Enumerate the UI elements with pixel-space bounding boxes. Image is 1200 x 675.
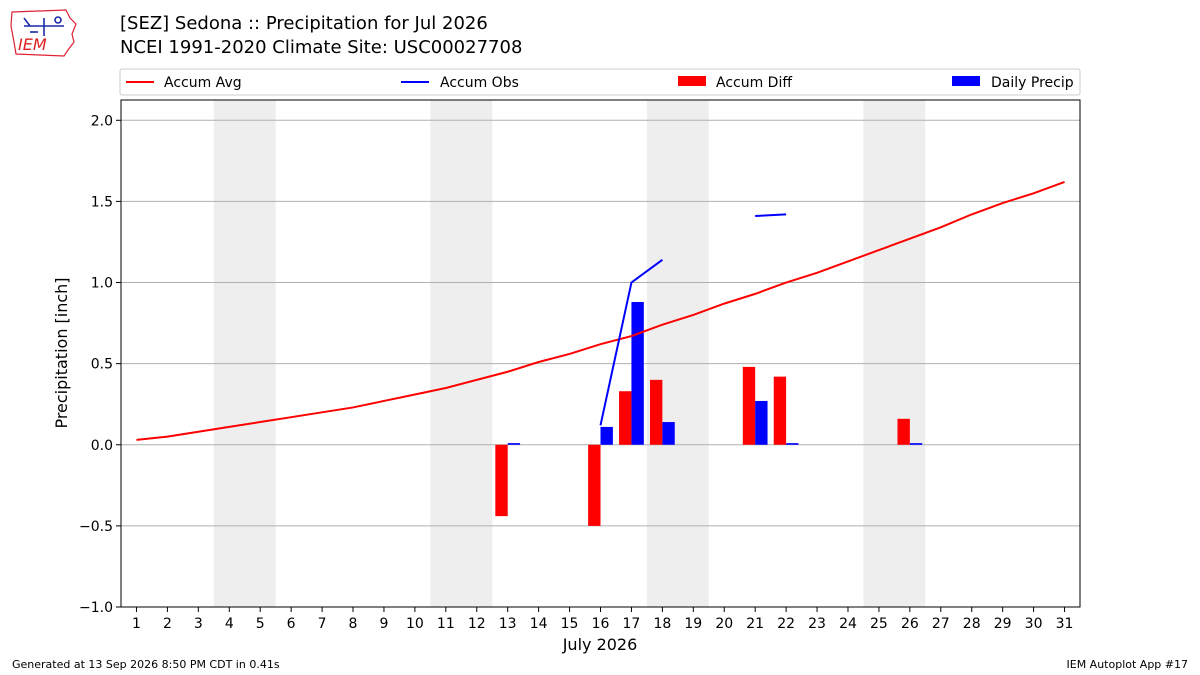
weekend-band-4 [863,100,926,607]
x-tick-label: 6 [287,616,296,632]
accum-diff-bar [742,366,756,445]
accum-avg-line [136,180,1065,441]
y-tick-label: 0.0 [91,438,113,454]
daily-precip-bar [631,301,644,445]
weekend-band-1 [213,100,276,607]
weekend-band-2 [430,100,493,607]
x-tick-label: 14 [530,616,548,632]
daily-precip-bar [909,443,923,445]
daily-precip-bar [755,400,768,445]
x-axis: 1 2 3 4 5 6 7 8 9 10 11 12 13 14 15 16 17 18 19 20 21 22 23 24 2… [132,607,1073,632]
x-tick-label: 21 [746,616,764,632]
daily-precip-bar [600,426,613,445]
x-tick-label: 17 [623,616,641,632]
legend-label-accum-diff: Accum Diff [716,75,792,91]
y-tick-label: 1.5 [91,194,113,210]
x-tick-label: 29 [994,616,1012,632]
x-tick-label: 11 [437,616,455,632]
x-tick-label: 3 [194,616,203,632]
x-tick-label: 13 [499,616,517,632]
legend-swatch-daily-precip [952,76,980,86]
y-axis-label: Precipitation [inch] [52,277,71,428]
x-tick-label: 31 [1056,616,1074,632]
daily-precip-bar [662,422,675,445]
x-tick-label: 27 [932,616,950,632]
x-tick-label: 24 [839,616,857,632]
chart-title: [SEZ] Sedona :: Precipitation for Jul 20… [120,13,488,34]
accum-diff-bar [773,376,787,445]
accum-diff-bar [495,444,508,517]
accum-diff-bar [897,418,910,445]
legend-label-accum-avg: Accum Avg [164,75,242,91]
x-tick-label: 26 [901,616,919,632]
daily-precip-bar [507,443,521,445]
x-tick-label: 18 [653,616,671,632]
x-tick-label: 20 [715,616,733,632]
accum-obs-line [755,213,787,218]
x-tick-label: 30 [1025,616,1043,632]
y-tick-label: 1.0 [91,276,113,292]
y-tick-label: −0.5 [79,519,113,535]
footer-generated: Generated at 13 Sep 2026 8:50 PM CDT in … [12,658,280,671]
chart-subtitle: NCEI 1991-2020 Climate Site: USC00027708 [120,37,523,58]
daily-precip-bar [786,443,799,445]
legend-label-daily-precip: Daily Precip [991,75,1074,91]
weather-instrument-icon [23,16,64,36]
y-tick-label: 2.0 [91,113,113,129]
x-tick-label: 15 [561,616,579,632]
weekend-band-3 [646,100,709,607]
x-tick-label: 12 [468,616,486,632]
logo-text: IEM [18,35,47,54]
x-tick-label: 8 [349,616,358,632]
x-tick-label: 9 [379,616,388,632]
x-tick-label: 10 [406,616,424,632]
x-axis-label: July 2026 [562,635,638,654]
lines [136,180,1065,441]
x-tick-label: 7 [318,616,327,632]
bars [495,301,923,526]
legend-swatch-accum-diff [678,76,706,86]
weekend-bands [213,100,926,607]
x-tick-label: 5 [256,616,265,632]
legend-label-accum-obs: Accum Obs [440,75,519,91]
x-tick-label: 25 [870,616,888,632]
y-axis: −1.0 −0.5 0.0 0.5 1.0 1.5 2.0 [79,113,121,616]
y-tick-label: 0.5 [91,357,113,373]
x-tick-label: 23 [808,616,826,632]
iem-logo: IEM [10,9,77,57]
x-tick-label: 19 [684,616,702,632]
x-tick-label: 4 [225,616,234,632]
accum-diff-bar [588,444,601,526]
x-tick-label: 28 [963,616,981,632]
accum-obs-line [599,259,663,426]
accum-diff-bar [649,379,663,445]
legend-box [119,68,1081,96]
y-tick-label: −1.0 [79,600,113,616]
footer-app: IEM Autoplot App #17 [1066,658,1189,671]
x-tick-label: 2 [163,616,172,632]
x-tick-label: 1 [132,616,141,632]
legend: Accum Avg Accum Obs Accum Diff Daily Pre… [119,68,1081,96]
x-tick-label: 22 [777,616,795,632]
x-tick-label: 16 [592,616,610,632]
accum-diff-bar [619,391,632,445]
